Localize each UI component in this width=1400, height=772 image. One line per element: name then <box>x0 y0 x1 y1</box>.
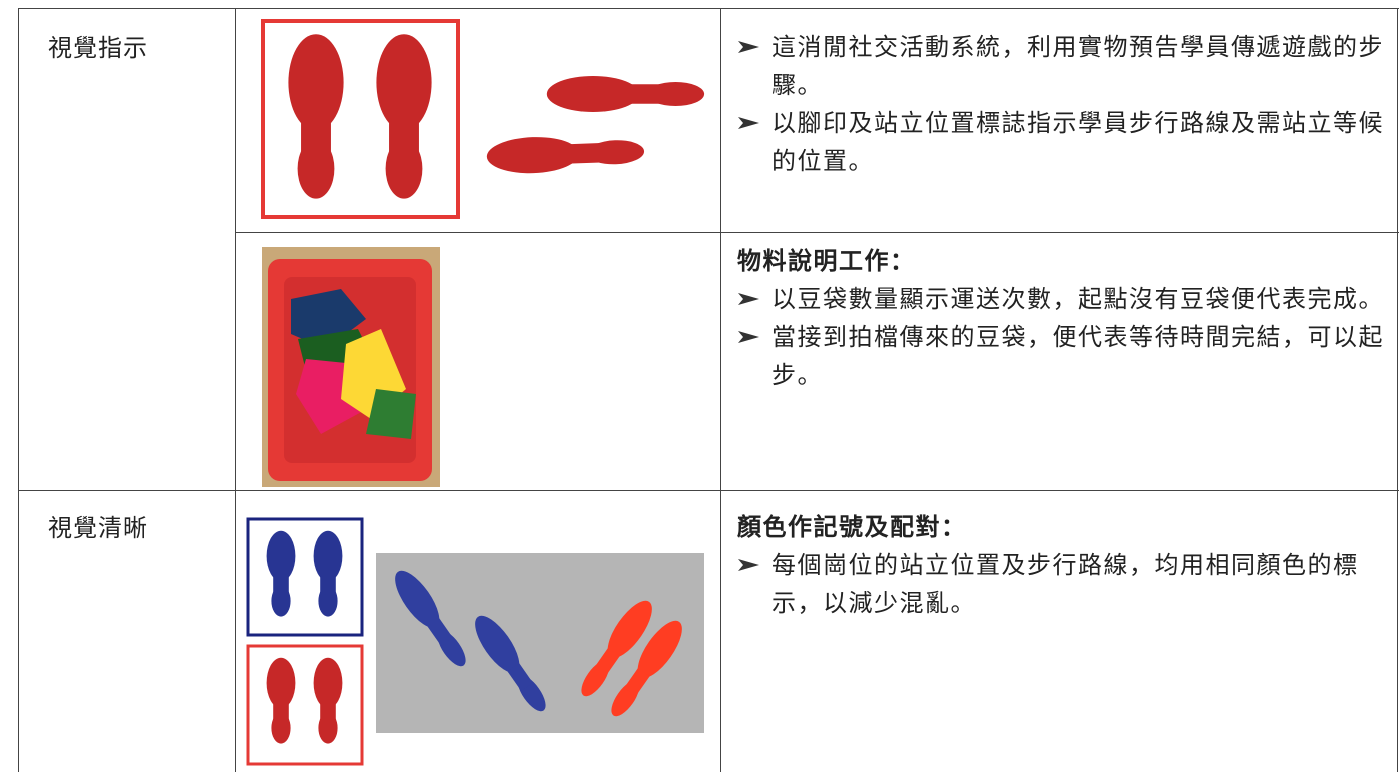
bullet-text: 每個崗位的站立位置及步行路線，均用相同顏色的標示，以減少混亂。 <box>772 551 1359 617</box>
border <box>18 8 1399 9</box>
bullet-text: 當接到拍檔傳來的豆袋，便代表等待時間完結，可以起步。 <box>772 323 1384 389</box>
bullet-text: 這消閒社交活動系統，利用實物預告學員傳遞遊戲的步驟。 <box>772 33 1384 99</box>
cell: 顏色作記號及配對： 每個崗位的站立位置及步行路線，均用相同顏色的標示，以減少混亂。 <box>737 508 1399 622</box>
border <box>1397 8 1398 772</box>
bullet-arrow <box>738 331 759 343</box>
cell-heading: 物料說明工作： <box>737 247 916 275</box>
bullet-item: 以腳印及站立位置標誌指示學員步行路線及需站立等候的位置。 <box>737 104 1399 180</box>
bullet-arrow <box>738 117 759 129</box>
bullet-item: 以豆袋數量顯示運送次數，起點沒有豆袋便代表完成。 <box>737 280 1399 318</box>
bullet-arrow <box>738 293 759 305</box>
bullet-item: 這消閒社交活動系統，利用實物預告學員傳遞遊戲的步驟。 <box>737 28 1399 104</box>
border <box>18 8 19 772</box>
border <box>235 232 1399 233</box>
row-label: 視覺指示 <box>48 34 148 62</box>
cell: 這消閒社交活動系統，利用實物預告學員傳遞遊戲的步驟。 以腳印及站立位置標誌指示學員… <box>737 28 1399 180</box>
illustrations <box>246 19 705 766</box>
bullet-arrow <box>738 559 759 571</box>
border <box>18 490 1399 491</box>
cell-heading: 顏色作記號及配對： <box>737 513 967 541</box>
bullet-text: 以腳印及站立位置標誌指示學員步行路線及需站立等候的位置。 <box>772 109 1384 175</box>
bullet-item: 當接到拍檔傳來的豆袋，便代表等待時間完結，可以起步。 <box>737 318 1399 394</box>
bullet-item: 每個崗位的站立位置及步行路線，均用相同顏色的標示，以減少混亂。 <box>737 546 1399 622</box>
bullet-arrow <box>738 41 759 53</box>
border <box>720 8 721 772</box>
bullet-text: 以豆袋數量顯示運送次數，起點沒有豆袋便代表完成。 <box>772 285 1384 313</box>
row-label: 視覺清晰 <box>48 514 148 542</box>
cell: 物料說明工作： 以豆袋數量顯示運送次數，起點沒有豆袋便代表完成。當接到拍檔傳來的豆… <box>737 242 1399 394</box>
border <box>235 8 236 772</box>
